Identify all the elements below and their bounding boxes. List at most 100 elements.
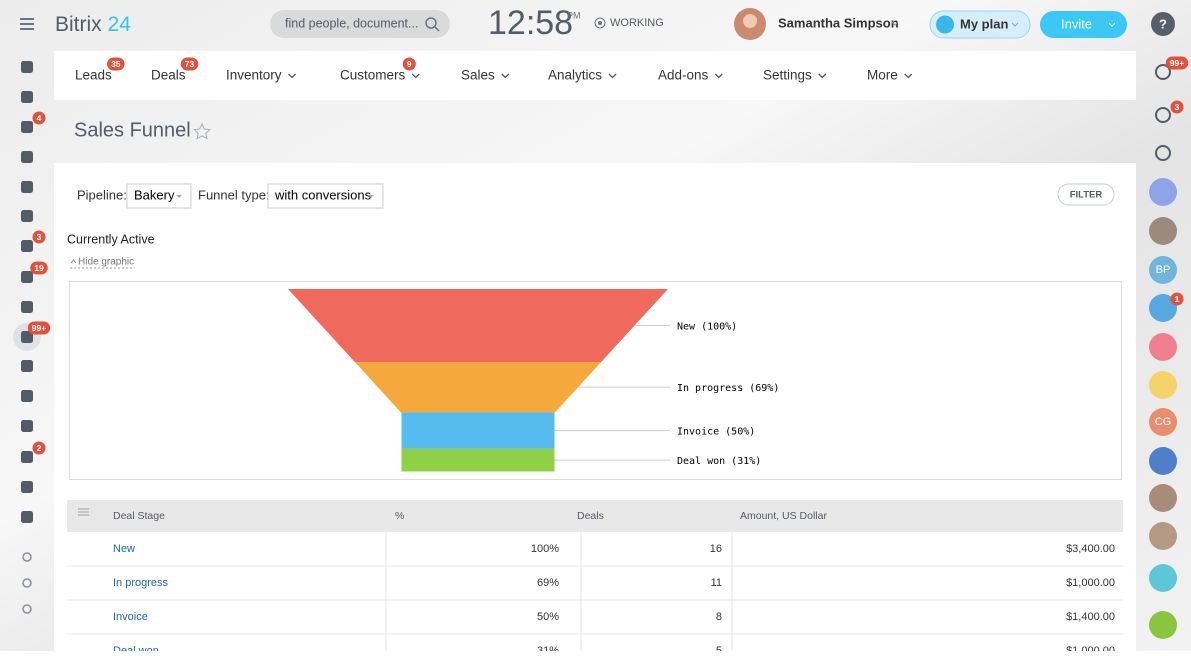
contact-avatar[interactable] <box>1149 371 1177 399</box>
badge <box>1165 56 1189 70</box>
contact-avatar[interactable] <box>1149 178 1177 206</box>
search-box[interactable] <box>270 10 450 38</box>
chevron <box>891 21 899 26</box>
invite-button[interactable] <box>1040 11 1127 38</box>
sidebar-icon[interactable] <box>1155 145 1171 161</box>
nav-item[interactable]: Deals <box>151 68 186 83</box>
column-header[interactable]: % <box>395 510 404 522</box>
contact-avatar[interactable] <box>1149 256 1177 284</box>
toggle-arrow <box>70 259 77 264</box>
avatar-initials: CG <box>1155 416 1172 428</box>
funnel-label: New (100%) <box>677 322 737 333</box>
table-cell: $1,400.00 <box>1066 611 1115 623</box>
nav-item[interactable]: More <box>867 68 898 83</box>
plan-icon <box>936 15 954 34</box>
badge-count: 99+ <box>32 323 46 333</box>
menu-icon[interactable] <box>22 604 32 614</box>
column-header[interactable]: Deal Stage <box>113 510 165 522</box>
menu-icon[interactable] <box>21 420 33 432</box>
chevron <box>1108 22 1116 27</box>
contact-avatar[interactable] <box>1149 564 1177 592</box>
funnel-type-value: with conversions <box>274 187 372 202</box>
table-cell: 5 <box>716 645 722 651</box>
funnel-type-label: Funnel type: <box>198 187 270 202</box>
contact-avatar[interactable] <box>1149 408 1177 436</box>
table-cell: 16 <box>710 543 722 555</box>
menu-icon[interactable] <box>21 151 33 163</box>
contact-avatar[interactable] <box>1149 522 1177 550</box>
menu-icon[interactable] <box>21 451 33 463</box>
nav-item[interactable]: Settings <box>763 68 812 83</box>
hamburger[interactable] <box>20 18 34 30</box>
chevron <box>411 73 420 79</box>
contact-avatar[interactable] <box>1149 217 1177 245</box>
filter-button[interactable] <box>1057 183 1115 206</box>
chevron <box>714 73 723 79</box>
menu-icon[interactable] <box>22 578 32 588</box>
menu-icon[interactable] <box>21 240 33 252</box>
contact-avatar[interactable] <box>1149 447 1177 475</box>
nav-item[interactable]: Analytics <box>548 68 602 83</box>
pipeline-value: Bakery <box>134 187 175 202</box>
column-header[interactable]: Deals <box>577 510 604 522</box>
logo[interactable]: Bitrix 24 <box>55 13 131 36</box>
menu-icon[interactable] <box>21 91 33 103</box>
menu-icon[interactable] <box>21 390 33 402</box>
table-settings-icon[interactable] <box>78 508 89 516</box>
menu-icon[interactable] <box>21 61 33 73</box>
menu-icon[interactable] <box>21 511 33 523</box>
stage-link[interactable]: In progress <box>113 577 169 589</box>
badge-count: 2 <box>37 443 42 453</box>
menu-icon[interactable] <box>21 210 33 222</box>
menu-icon[interactable] <box>22 552 32 562</box>
menu-icon[interactable] <box>21 271 33 283</box>
hide-graphic-toggle[interactable]: Hide graphic <box>78 257 134 268</box>
badge <box>30 261 48 275</box>
funnel-label: In progress (69%) <box>677 383 779 394</box>
contact-avatar[interactable] <box>1149 611 1177 639</box>
contact-avatar[interactable] <box>1149 294 1177 322</box>
pipeline-label: Pipeline: <box>77 187 127 202</box>
badge <box>180 57 199 71</box>
status[interactable]: WORKING <box>610 17 664 29</box>
menu-icon[interactable] <box>21 360 33 372</box>
clock: 12:58 <box>488 4 573 42</box>
logo-text: Bitrix <box>55 13 102 36</box>
plan-button[interactable] <box>929 10 1031 39</box>
menu-icon[interactable] <box>21 331 33 343</box>
menu-icon[interactable] <box>21 301 33 313</box>
nav-item[interactable]: Inventory <box>226 68 282 83</box>
stage-link[interactable]: Deal won <box>113 645 159 656</box>
funnel-type-select[interactable] <box>267 183 384 209</box>
help-button[interactable] <box>1151 12 1175 36</box>
menu-icon[interactable] <box>21 181 33 193</box>
menu-icon[interactable] <box>21 121 33 133</box>
nav-item[interactable]: Sales <box>461 68 495 83</box>
column-header[interactable]: Amount, US Dollar <box>740 510 827 522</box>
contact-avatar[interactable] <box>1149 333 1177 361</box>
badge <box>32 441 46 455</box>
avatar-initials: BP <box>1156 264 1171 276</box>
favorite-star[interactable] <box>193 122 211 140</box>
nav-item[interactable]: Customers <box>340 68 406 83</box>
chevron <box>818 73 827 79</box>
nav-item[interactable]: Leads <box>75 68 112 83</box>
table-cell: 50% <box>537 611 559 623</box>
clock-suffix: PM <box>567 10 581 20</box>
menu-icon[interactable] <box>21 481 33 493</box>
nav-item[interactable]: Add-ons <box>658 68 709 83</box>
table: Deal Stage% Deals Amount, US Dollar New 100%… <box>67 510 1123 656</box>
stage-link[interactable]: New <box>113 543 135 555</box>
table-cell: $1,000.00 <box>1066 645 1115 651</box>
sidebar-icon[interactable] <box>1155 64 1171 80</box>
table-cell: 11 <box>711 577 722 589</box>
contact-avatar[interactable] <box>1149 484 1177 512</box>
funnel-segment <box>401 448 555 472</box>
section-title: Currently Active <box>67 232 155 246</box>
stage-link[interactable]: Invoice <box>113 611 148 623</box>
sidebar-icon[interactable] <box>1155 107 1171 123</box>
badge <box>27 321 51 335</box>
badge-count: 3 <box>37 232 42 242</box>
funnel-label: Deal won (31%) <box>677 456 761 467</box>
user-name[interactable]: Samantha Simpson <box>778 15 899 30</box>
